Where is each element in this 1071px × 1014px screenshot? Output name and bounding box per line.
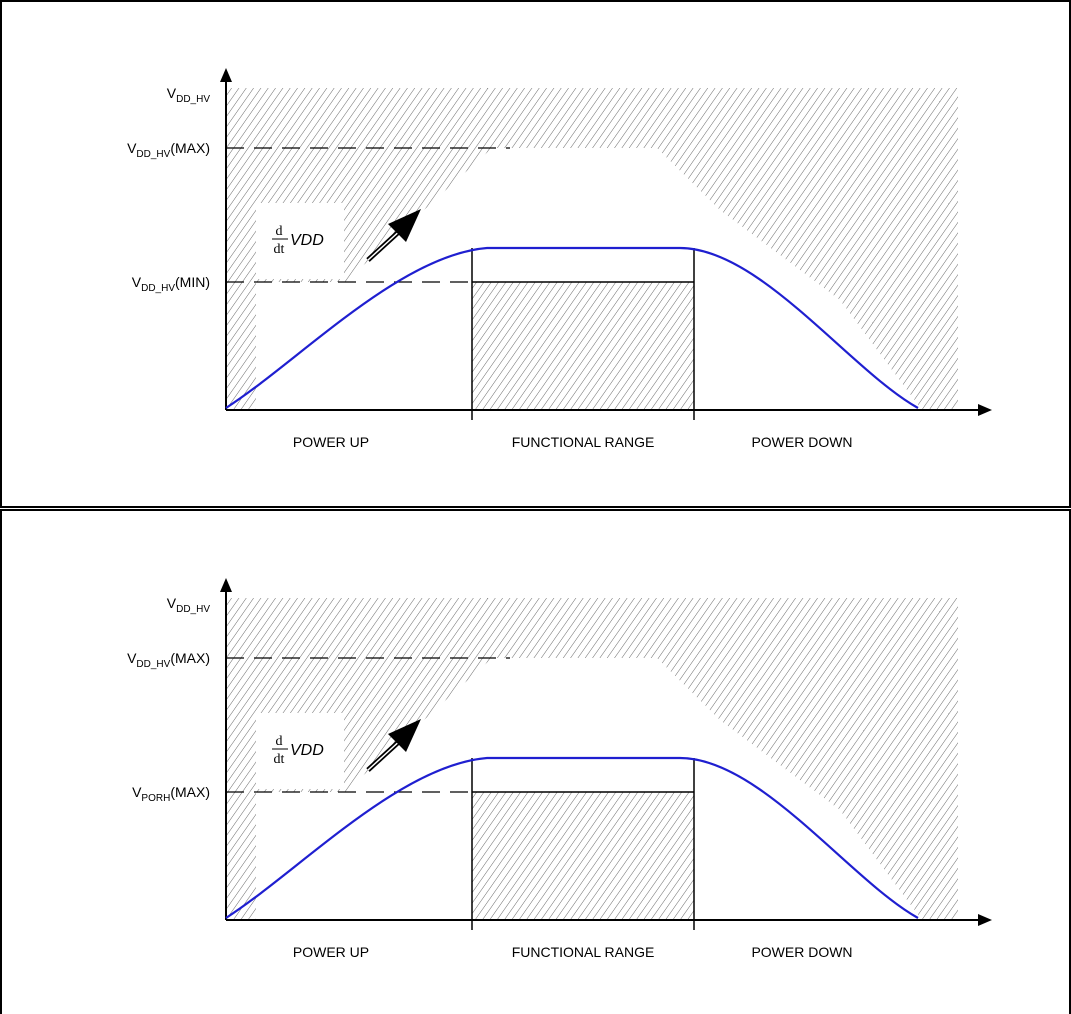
threshold-label: VPORH(MAX)	[132, 784, 210, 804]
y-axis-arrow	[220, 578, 232, 592]
power-sequence-diagram: VDD_HV VDD_HV(MAX) VPORH(MAX) d dt VDD P…	[0, 509, 1071, 1014]
functional-region-hatch	[472, 792, 694, 920]
panel-frame	[0, 509, 1071, 1014]
ramp-arrow-shaft-inner	[367, 737, 404, 771]
y-axis-arrow	[220, 68, 232, 82]
region-functional-range: FUNCTIONAL RANGE	[512, 434, 655, 450]
derivative-variable: VDD	[290, 232, 324, 249]
derivative-denominator: dt	[274, 752, 285, 767]
derivative-numerator: d	[276, 734, 283, 749]
derivative-numerator: d	[276, 224, 283, 239]
x-axis-arrow	[978, 914, 992, 926]
derivative-label-box	[256, 203, 344, 279]
y-axis-label: VDD_HV	[167, 85, 211, 105]
threshold-label: VDD_HV(MIN)	[132, 274, 210, 294]
x-axis-arrow	[978, 404, 992, 416]
power-sequence-diagram: VDD_HV VDD_HV(MAX) VDD_HV(MIN) d dt VDD …	[0, 0, 1071, 508]
ramp-arrow-head	[388, 209, 421, 242]
region-functional-range: FUNCTIONAL RANGE	[512, 944, 655, 960]
region-power-up: POWER UP	[293, 434, 369, 450]
ramp-arrow-head	[388, 719, 421, 752]
y-axis-label: VDD_HV	[167, 595, 211, 615]
diagram-panel-bottom: VDD_HV VDD_HV(MAX) VPORH(MAX) d dt VDD P…	[0, 508, 1071, 1014]
ramp-arrow-shaft-inner	[367, 227, 404, 261]
panel-frame	[0, 0, 1071, 508]
derivative-variable: VDD	[290, 742, 324, 759]
vdd-curve	[225, 756, 919, 919]
max-label: VDD_HV(MAX)	[127, 140, 210, 160]
functional-region-hatch	[472, 282, 694, 410]
region-power-up: POWER UP	[293, 944, 369, 960]
diagram-panel-top: VDD_HV VDD_HV(MAX) VDD_HV(MIN) d dt VDD …	[0, 0, 1071, 508]
forbidden-region-hatch	[226, 88, 958, 410]
vdd-curve	[225, 246, 919, 409]
max-label: VDD_HV(MAX)	[127, 650, 210, 670]
forbidden-region-hatch	[226, 598, 958, 920]
derivative-denominator: dt	[274, 242, 285, 257]
region-power-down: POWER DOWN	[751, 944, 852, 960]
region-power-down: POWER DOWN	[751, 434, 852, 450]
derivative-label-box	[256, 713, 344, 789]
